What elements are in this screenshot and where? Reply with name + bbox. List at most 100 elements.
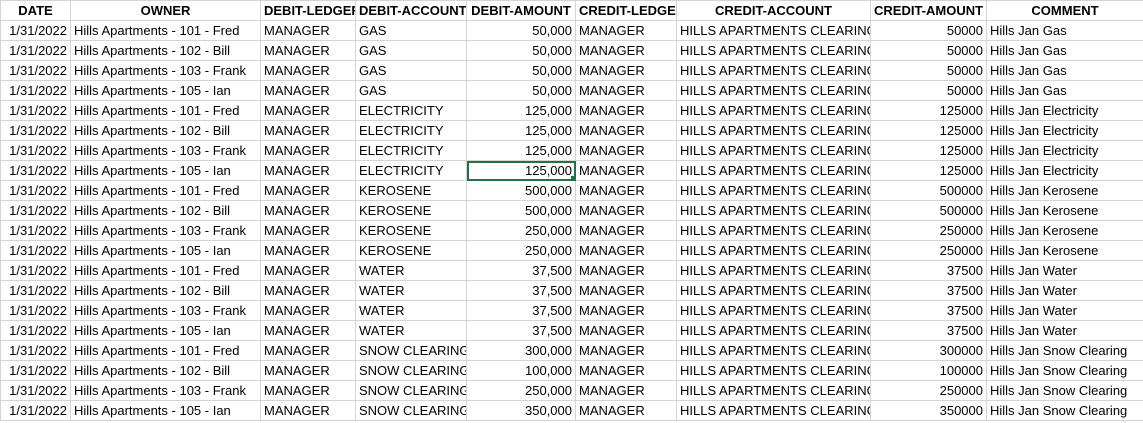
cell-credit-ledger[interactable]: MANAGER (575, 140, 677, 161)
cell-debit-ledger[interactable]: MANAGER (260, 320, 356, 341)
cell-debit-amount[interactable]: 350,000 (466, 400, 576, 421)
column-header-debit-account[interactable]: DEBIT-ACCOUNT (355, 0, 467, 21)
cell-credit-account[interactable]: HILLS APARTMENTS CLEARING (676, 60, 871, 81)
cell-credit-amount[interactable]: 125000 (870, 120, 987, 141)
cell-debit-account[interactable]: KEROSENE (355, 220, 467, 241)
cell-debit-ledger[interactable]: MANAGER (260, 380, 356, 401)
cell-credit-account[interactable]: HILLS APARTMENTS CLEARING (676, 280, 871, 301)
cell-credit-amount[interactable]: 500000 (870, 180, 987, 201)
cell-owner[interactable]: Hills Apartments - 105 - Ian (70, 400, 261, 421)
cell-credit-account[interactable]: HILLS APARTMENTS CLEARING (676, 20, 871, 41)
column-header-owner[interactable]: OWNER (70, 0, 261, 21)
cell-debit-account[interactable]: ELECTRICITY (355, 160, 467, 181)
cell-comment[interactable]: Hills Jan Kerosene (986, 180, 1143, 201)
cell-comment[interactable]: Hills Jan Water (986, 280, 1143, 301)
cell-debit-ledger[interactable]: MANAGER (260, 20, 356, 41)
cell-credit-amount[interactable]: 37500 (870, 300, 987, 321)
cell-owner[interactable]: Hills Apartments - 103 - Frank (70, 140, 261, 161)
cell-credit-amount[interactable]: 50000 (870, 20, 987, 41)
cell-credit-ledger[interactable]: MANAGER (575, 160, 677, 181)
cell-debit-amount[interactable]: 37,500 (466, 300, 576, 321)
cell-comment[interactable]: Hills Jan Kerosene (986, 220, 1143, 241)
cell-credit-ledger[interactable]: MANAGER (575, 320, 677, 341)
cell-comment[interactable]: Hills Jan Gas (986, 40, 1143, 61)
cell-credit-amount[interactable]: 50000 (870, 60, 987, 81)
cell-comment[interactable]: Hills Jan Snow Clearing (986, 380, 1143, 401)
cell-owner[interactable]: Hills Apartments - 102 - Bill (70, 120, 261, 141)
cell-debit-amount[interactable]: 37,500 (466, 260, 576, 281)
cell-credit-ledger[interactable]: MANAGER (575, 20, 677, 41)
cell-credit-amount[interactable]: 250000 (870, 380, 987, 401)
cell-credit-amount[interactable]: 37500 (870, 260, 987, 281)
cell-debit-amount[interactable]: 125,000 (466, 140, 576, 161)
cell-debit-account[interactable]: SNOW CLEARING (355, 360, 467, 381)
cell-owner[interactable]: Hills Apartments - 102 - Bill (70, 200, 261, 221)
cell-credit-account[interactable]: HILLS APARTMENTS CLEARING (676, 80, 871, 101)
cell-owner[interactable]: Hills Apartments - 101 - Fred (70, 180, 261, 201)
cell-debit-ledger[interactable]: MANAGER (260, 300, 356, 321)
cell-credit-account[interactable]: HILLS APARTMENTS CLEARING (676, 340, 871, 361)
cell-owner[interactable]: Hills Apartments - 101 - Fred (70, 100, 261, 121)
cell-credit-ledger[interactable]: MANAGER (575, 260, 677, 281)
cell-credit-amount[interactable]: 250000 (870, 220, 987, 241)
cell-debit-ledger[interactable]: MANAGER (260, 80, 356, 101)
cell-owner[interactable]: Hills Apartments - 101 - Fred (70, 20, 261, 41)
column-header-credit-ledger[interactable]: CREDIT-LEDGER (575, 0, 677, 21)
cell-owner[interactable]: Hills Apartments - 103 - Frank (70, 380, 261, 401)
cell-debit-ledger[interactable]: MANAGER (260, 260, 356, 281)
cell-debit-account[interactable]: ELECTRICITY (355, 140, 467, 161)
cell-credit-ledger[interactable]: MANAGER (575, 60, 677, 81)
cell-date[interactable]: 1/31/2022 (0, 140, 71, 161)
cell-debit-account[interactable]: GAS (355, 20, 467, 41)
cell-date[interactable]: 1/31/2022 (0, 240, 71, 261)
cell-debit-amount[interactable]: 37,500 (466, 320, 576, 341)
cell-debit-account[interactable]: SNOW CLEARING (355, 340, 467, 361)
cell-credit-amount[interactable]: 125000 (870, 140, 987, 161)
cell-debit-amount[interactable]: 50,000 (466, 40, 576, 61)
cell-debit-amount[interactable]: 250,000 (466, 220, 576, 241)
cell-date[interactable]: 1/31/2022 (0, 400, 71, 421)
cell-credit-ledger[interactable]: MANAGER (575, 300, 677, 321)
cell-owner[interactable]: Hills Apartments - 105 - Ian (70, 240, 261, 261)
cell-debit-amount[interactable]: 50,000 (466, 80, 576, 101)
cell-credit-ledger[interactable]: MANAGER (575, 120, 677, 141)
cell-credit-ledger[interactable]: MANAGER (575, 360, 677, 381)
cell-comment[interactable]: Hills Jan Kerosene (986, 240, 1143, 261)
cell-owner[interactable]: Hills Apartments - 102 - Bill (70, 280, 261, 301)
cell-debit-ledger[interactable]: MANAGER (260, 40, 356, 61)
cell-debit-account[interactable]: GAS (355, 40, 467, 61)
cell-date[interactable]: 1/31/2022 (0, 380, 71, 401)
cell-comment[interactable]: Hills Jan Water (986, 260, 1143, 281)
cell-debit-ledger[interactable]: MANAGER (260, 100, 356, 121)
cell-comment[interactable]: Hills Jan Gas (986, 80, 1143, 101)
cell-date[interactable]: 1/31/2022 (0, 120, 71, 141)
cell-date[interactable]: 1/31/2022 (0, 80, 71, 101)
cell-debit-ledger[interactable]: MANAGER (260, 280, 356, 301)
cell-credit-account[interactable]: HILLS APARTMENTS CLEARING (676, 220, 871, 241)
cell-date[interactable]: 1/31/2022 (0, 360, 71, 381)
column-header-debit-amount[interactable]: DEBIT-AMOUNT (466, 0, 576, 21)
cell-debit-amount[interactable]: 125,000 (466, 160, 576, 181)
cell-credit-ledger[interactable]: MANAGER (575, 280, 677, 301)
cell-date[interactable]: 1/31/2022 (0, 40, 71, 61)
cell-debit-account[interactable]: SNOW CLEARING (355, 380, 467, 401)
cell-credit-account[interactable]: HILLS APARTMENTS CLEARING (676, 380, 871, 401)
cell-debit-amount[interactable]: 125,000 (466, 120, 576, 141)
cell-credit-account[interactable]: HILLS APARTMENTS CLEARING (676, 200, 871, 221)
cell-comment[interactable]: Hills Jan Electricity (986, 140, 1143, 161)
column-header-credit-account[interactable]: CREDIT-ACCOUNT (676, 0, 871, 21)
cell-debit-amount[interactable]: 250,000 (466, 240, 576, 261)
cell-credit-account[interactable]: HILLS APARTMENTS CLEARING (676, 240, 871, 261)
cell-credit-ledger[interactable]: MANAGER (575, 80, 677, 101)
column-header-debit-ledger[interactable]: DEBIT-LEDGER (260, 0, 356, 21)
cell-credit-amount[interactable]: 500000 (870, 200, 987, 221)
cell-credit-account[interactable]: HILLS APARTMENTS CLEARING (676, 360, 871, 381)
cell-credit-amount[interactable]: 350000 (870, 400, 987, 421)
cell-debit-amount[interactable]: 250,000 (466, 380, 576, 401)
column-header-credit-amount[interactable]: CREDIT-AMOUNT (870, 0, 987, 21)
cell-debit-ledger[interactable]: MANAGER (260, 180, 356, 201)
column-header-date[interactable]: DATE (0, 0, 71, 21)
cell-credit-account[interactable]: HILLS APARTMENTS CLEARING (676, 140, 871, 161)
cell-credit-ledger[interactable]: MANAGER (575, 340, 677, 361)
cell-date[interactable]: 1/31/2022 (0, 300, 71, 321)
